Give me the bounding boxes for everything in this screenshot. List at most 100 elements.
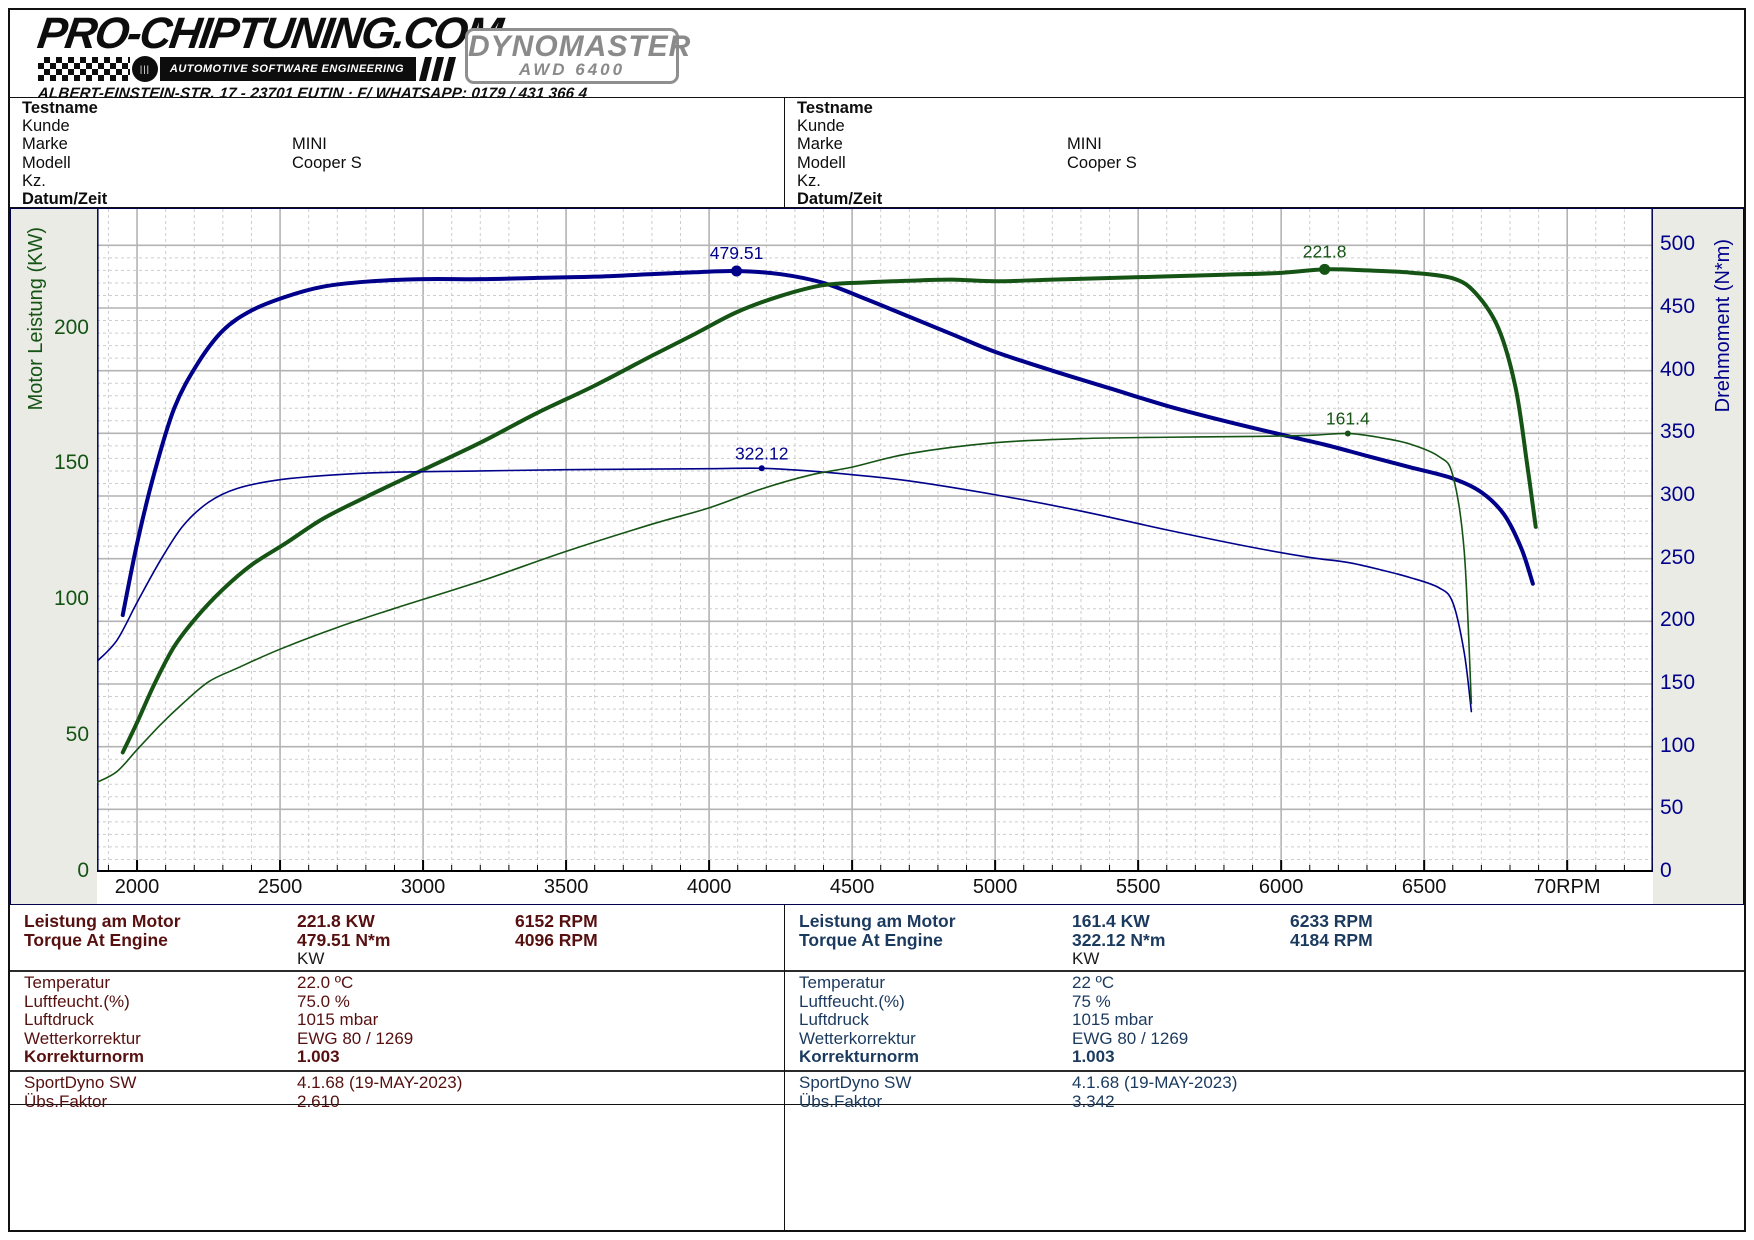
env-row-luftdruck: Luftdruck 1015 mbar: [10, 1011, 784, 1030]
peak-label-479.51: 479.51: [710, 243, 764, 263]
info-row-kunde: Kunde: [22, 117, 784, 135]
peak-torque-row-c3: 4096 RPM: [515, 930, 598, 950]
env-row-korrekturnorm: Korrekturnorm 1.003: [10, 1048, 784, 1067]
env-row-luftdruck: Luftdruck 1015 mbar: [785, 1011, 1744, 1030]
x-axis-labels: 2000 2500 3000 3500 4000 4500 5000 5500 6000 6500…: [97, 872, 1653, 904]
dyno-device-model: AWD 6400: [518, 60, 626, 79]
report-frame: PRO-CHIPTUNING.COM ||| AUTOMOTIVE SOFTWA…: [8, 8, 1746, 1232]
checkered-flag-graphic: [38, 57, 130, 81]
info-label: Kunde: [22, 117, 70, 136]
stock-power-curve: [97, 432, 1473, 784]
env-row-wetterkorrektur: Wetterkorrektur EWG 80 / 1269: [785, 1028, 1744, 1049]
peak-power-row: Leistung am Motor 221.8 KW 6152 RPM: [10, 912, 784, 931]
logo-strip: ||| AUTOMOTIVE SOFTWARE ENGINEERING: [38, 56, 458, 82]
right-tick-500: 500: [1660, 232, 1696, 256]
sw-row-sportdynosw-c2: 4.1.68 (19-MAY-2023): [1072, 1072, 1238, 1092]
info-label: Testname: [22, 99, 98, 117]
left-tick-200: 200: [53, 315, 89, 339]
info-value: MINI: [1067, 135, 1102, 154]
right-tick-300: 300: [1660, 483, 1696, 506]
env-row-temperatur-c2: 22.0 ºC: [297, 973, 354, 992]
env-row-luftdruck-c1: Luftdruck: [799, 1010, 869, 1030]
dyno-chart: Motor Leistung (KW) 0 50 100 150 200 Drehmom…: [10, 208, 1744, 905]
env-row-wetterkorrektur-c2: EWG 80 / 1269: [1072, 1028, 1189, 1048]
sw-row-sportdynosw-c1: SportDyno SW: [799, 1072, 912, 1092]
x-tick-label-6000: 6000: [1258, 876, 1304, 898]
right-tick-400: 400: [1660, 357, 1696, 381]
dyno-device-badge: DYNOMASTER AWD 6400: [465, 28, 690, 84]
stripe-graphic: [419, 57, 458, 81]
test-info-panel-right: Testname Kunde Marke MINI Modell Cooper S Kz. D…: [784, 98, 1744, 208]
peak-torque-row-c3: 4184 RPM: [1290, 930, 1373, 950]
right-tick-200: 200: [1660, 608, 1696, 632]
x-tick-label-3500: 3500: [543, 876, 589, 898]
separator: [785, 1069, 1744, 1072]
unit-row-c2: KW: [297, 949, 325, 968]
peak-torque-row: Torque At Engine 322.12 N*m 4184 RPM: [785, 931, 1744, 950]
right-tick-250: 250: [1660, 545, 1696, 569]
x-tick-label-5000: 5000: [972, 876, 1018, 898]
env-row-korrekturnorm-c2: 1.003: [297, 1047, 340, 1067]
info-row-kz: Kz.: [22, 172, 784, 190]
sw-row-sportdynosw-c1: SportDyno SW: [24, 1072, 137, 1092]
env-row-temperatur: Temperatur 22 ºC: [785, 974, 1744, 993]
unit-row: KW: [785, 949, 1744, 968]
env-row-luftdruck-c1: Luftdruck: [24, 1010, 94, 1030]
sw-row-sportdynosw: SportDyno SW 4.1.68 (19-MAY-2023): [785, 1072, 1744, 1093]
sw-row-bsfaktor-c1: Übs.Faktor: [24, 1091, 108, 1111]
peak-power-row-c3: 6233 RPM: [1290, 911, 1373, 931]
env-row-wetterkorrektur: Wetterkorrektur EWG 80 / 1269: [10, 1028, 784, 1049]
right-tick-100: 100: [1660, 733, 1696, 757]
info-value: Cooper S: [292, 153, 362, 172]
info-label: Kunde: [797, 117, 845, 136]
x-tick-label-6500: 6500: [1401, 876, 1447, 898]
env-row-luftfeucht-c2: 75.0 %: [297, 991, 350, 1011]
info-value: MINI: [292, 135, 327, 154]
info-row-kz: Kz.: [797, 172, 1744, 190]
brand-title: PRO-CHIPTUNING.COM: [34, 9, 505, 58]
brand-emblem-icon: |||: [131, 56, 158, 82]
peak-torque-row-c2: 322.12 N*m: [1072, 930, 1166, 950]
peak-marker-161.4: [1344, 430, 1351, 437]
env-row-luftfeucht-c1: Luftfeucht.(%): [799, 991, 905, 1011]
sw-row-bsfaktor-c2: 2.610: [297, 1091, 340, 1111]
env-row-korrekturnorm-c2: 1.003: [1072, 1047, 1115, 1067]
right-tick-0: 0: [1660, 859, 1672, 882]
bottom-divider: [784, 1105, 785, 1230]
info-row-datumzeit: Datum/Zeit: [797, 190, 1744, 208]
peak-torque-row-c1: Torque At Engine: [799, 930, 943, 950]
peak-power-row-c3: 6152 RPM: [515, 911, 598, 931]
x-tick-label-5500: 5500: [1115, 876, 1161, 898]
info-label: Marke: [22, 135, 68, 154]
info-row-modell: Modell Cooper S: [797, 154, 1744, 172]
info-row-datumzeit: Datum/Zeit: [22, 190, 784, 208]
peak-label-161.4: 161.4: [1326, 408, 1370, 428]
sw-row-bsfaktor: Übs.Faktor 2.610: [10, 1091, 784, 1112]
separator: [10, 1069, 784, 1072]
peak-label-322.12: 322.12: [735, 443, 789, 463]
env-row-temperatur-c1: Temperatur: [24, 973, 110, 992]
info-label: Marke: [797, 135, 843, 154]
brand-logo: PRO-CHIPTUNING.COM ||| AUTOMOTIVE SOFTWA…: [34, 9, 589, 102]
env-row-korrekturnorm-c1: Korrekturnorm: [24, 1047, 144, 1067]
x-tick-label-2500: 2500: [257, 876, 303, 898]
info-row-marke: Marke MINI: [22, 135, 784, 153]
env-row-luftfeucht-c1: Luftfeucht.(%): [24, 991, 130, 1011]
info-label: Testname: [797, 99, 873, 117]
sw-row-sportdynosw: SportDyno SW 4.1.68 (19-MAY-2023): [10, 1072, 784, 1093]
separator: [10, 970, 784, 972]
right-axis-band: Drehmoment (N*m) 0 50 100 150 200 250 300 350 40…: [1653, 209, 1743, 904]
peak-power-row-c2: 161.4 KW: [1072, 911, 1150, 931]
env-row-wetterkorrektur-c1: Wetterkorrektur: [24, 1028, 141, 1048]
peak-power-row-c2: 221.8 KW: [297, 911, 375, 931]
env-row-korrekturnorm: Korrekturnorm 1.003: [785, 1048, 1744, 1067]
peak-marker-322.12: [758, 465, 765, 472]
left-tick-150: 150: [53, 451, 89, 475]
info-label: Modell: [797, 153, 846, 172]
env-row-luftdruck-c2: 1015 mbar: [297, 1010, 379, 1030]
sw-row-bsfaktor-c1: Übs.Faktor: [799, 1091, 883, 1111]
unit-row-c2: KW: [1072, 949, 1100, 968]
peak-label-221.8: 221.8: [1303, 241, 1347, 261]
test-info-row: Testname Kunde Marke MINI Modell Cooper S Kz. D…: [10, 97, 1744, 208]
